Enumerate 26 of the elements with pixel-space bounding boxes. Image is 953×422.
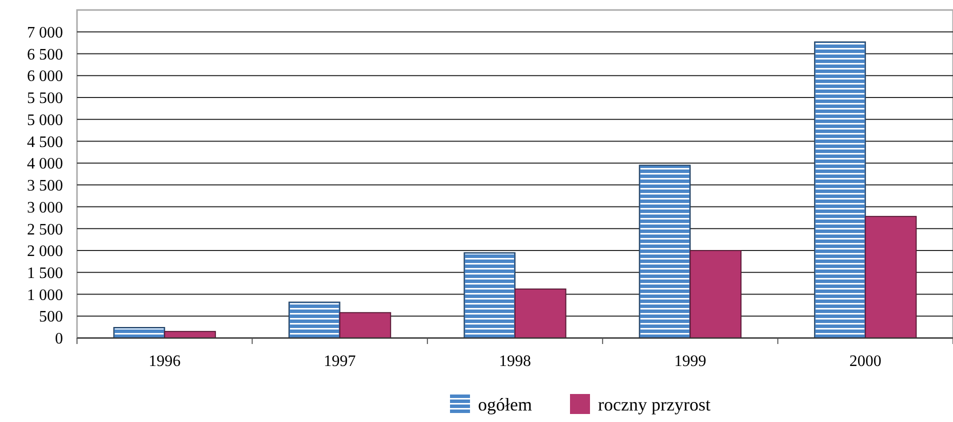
y-tick-label: 3 500 [27,178,63,195]
y-tick-label: 500 [39,308,63,326]
x-tick-label: 1997 [324,353,356,370]
legend-label: ogółem [478,394,532,414]
x-tick-label: 1998 [499,353,531,370]
legend-label: roczny przyrost [598,394,710,414]
bar [690,250,742,338]
y-tick-label: 4 500 [27,134,63,151]
y-tick-label: 4 000 [27,156,63,173]
y-tick-label: 6 000 [27,68,63,86]
bar [864,216,917,338]
y-tick-label: 5 500 [27,90,63,108]
y-tick-label: 1 500 [27,265,63,282]
x-tick-label: 2000 [849,353,882,370]
y-tick-label: 2 500 [27,221,63,238]
y-tick-label: 7 000 [27,24,63,42]
x-tick-label: 1999 [674,353,706,370]
y-tick-label: 3 000 [27,199,63,216]
y-tick-label: 5 000 [27,112,63,129]
y-tick-label: 2 000 [27,243,63,260]
x-tick-label: 1996 [148,353,181,370]
bar [339,312,392,338]
y-tick-label: 1 000 [27,286,63,304]
y-tick-label: 6 500 [27,46,63,64]
bar [514,288,566,338]
y-tick-label: 0 [55,330,63,348]
